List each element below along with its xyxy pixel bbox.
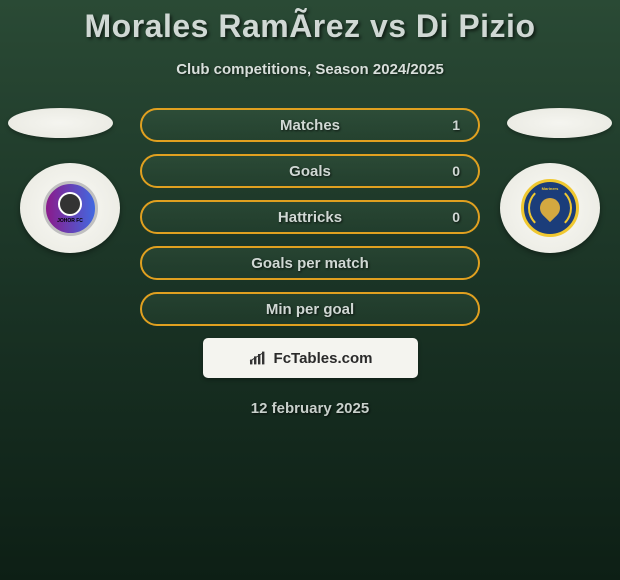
comparison-area: JOHOR FC Mariners Matches 1 Goals 0 Hatt… xyxy=(0,108,620,326)
stat-label: Goals per match xyxy=(251,255,369,272)
player-right-ellipse xyxy=(507,108,612,138)
club-logo-left-icon: JOHOR FC xyxy=(43,181,98,236)
stat-value: 0 xyxy=(452,163,460,179)
stat-value: 1 xyxy=(452,117,460,133)
chart-icon xyxy=(248,350,268,366)
branding-text: FcTables.com xyxy=(274,350,373,367)
player-left-ellipse xyxy=(8,108,113,138)
date-label: 12 february 2025 xyxy=(0,400,620,417)
stats-container: Matches 1 Goals 0 Hattricks 0 Goals per … xyxy=(140,108,480,326)
stat-row-min-per-goal: Min per goal xyxy=(140,292,480,326)
stat-label: Matches xyxy=(280,117,340,134)
stat-label: Min per goal xyxy=(266,301,354,318)
club-left-label: JOHOR FC xyxy=(57,218,83,224)
subtitle: Club competitions, Season 2024/2025 xyxy=(0,61,620,78)
page-title: Morales RamÃ­rez vs Di Pizio xyxy=(0,0,620,45)
club-right-label: Mariners xyxy=(542,186,559,191)
stat-value: 0 xyxy=(452,209,460,225)
branding-box[interactable]: FcTables.com xyxy=(203,338,418,378)
club-logo-right-icon: Mariners xyxy=(521,179,579,237)
club-badge-right: Mariners xyxy=(500,163,600,253)
stat-row-matches: Matches 1 xyxy=(140,108,480,142)
stat-row-goals: Goals 0 xyxy=(140,154,480,188)
stat-row-goals-per-match: Goals per match xyxy=(140,246,480,280)
club-badge-left: JOHOR FC xyxy=(20,163,120,253)
stat-row-hattricks: Hattricks 0 xyxy=(140,200,480,234)
stat-label: Goals xyxy=(289,163,331,180)
club-right-emblem-icon xyxy=(536,194,564,222)
stat-label: Hattricks xyxy=(278,209,342,226)
